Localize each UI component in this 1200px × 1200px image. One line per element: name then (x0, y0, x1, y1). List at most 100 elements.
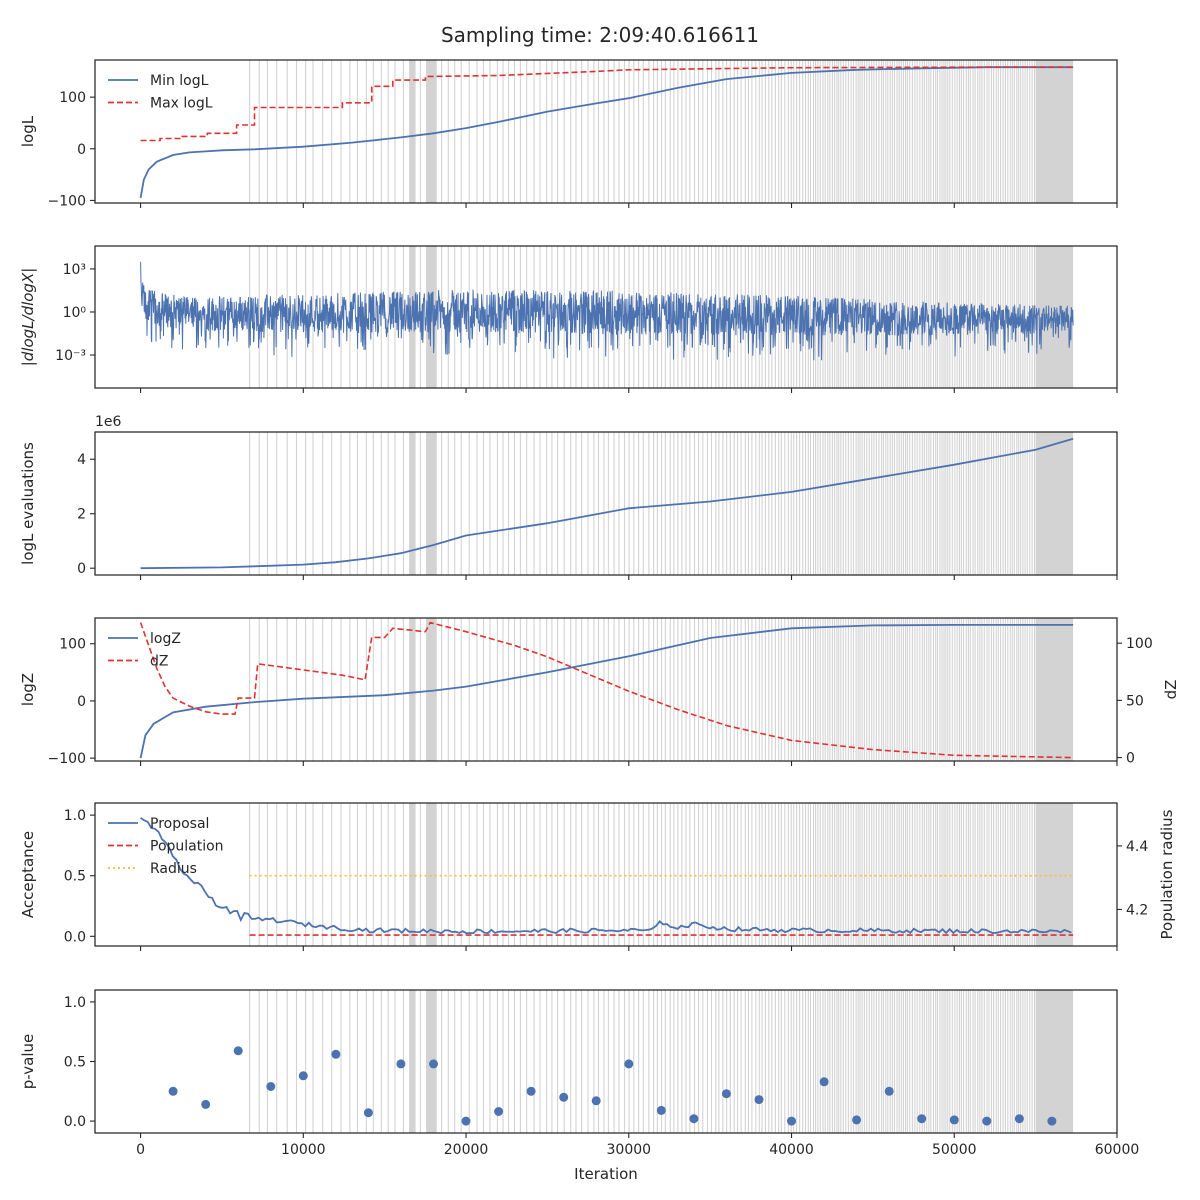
iteration-shading (249, 60, 1074, 203)
plot-area (139, 621, 1074, 759)
y2-tick-label: 4.4 (1126, 839, 1148, 855)
y-axis-label: p-value (19, 1034, 37, 1090)
scatter-point (396, 1059, 406, 1069)
panel-acceptance: 0.0 0.5 1.0 4.2 4.4 Acceptance Population radi… (19, 802, 1176, 951)
scatter-point (363, 1108, 373, 1118)
y-axis-label: Acceptance (19, 831, 37, 918)
y-tick-label: 100 (59, 637, 86, 653)
iteration-shading (249, 990, 1074, 1133)
shading-band (426, 432, 437, 575)
x-tick-label: 60000 (1095, 1142, 1140, 1158)
shading-band (409, 618, 416, 761)
y2-tick-label: 50 (1126, 693, 1144, 709)
x-axis-label: Iteration (574, 1165, 638, 1183)
y-tick-label: 0 (77, 561, 86, 577)
panel-frame (94, 431, 1118, 576)
y2-tick-label: 100 (1126, 636, 1153, 652)
x-tick-label: 30000 (607, 1142, 652, 1158)
y-axis-label: |dlogL/dlogX| (19, 268, 37, 367)
scatter-point (656, 1105, 666, 1115)
legend: Proposal Population Radius (108, 816, 224, 877)
y-tick-label: 100 (59, 90, 86, 106)
scatter-point (852, 1115, 862, 1125)
panel-pvalue: 0 10000 20000 30000 40000 50000 60000 0.0 0.5 1.0… (19, 989, 1140, 1183)
scatter-point (233, 1046, 243, 1056)
shading-band (426, 60, 437, 203)
panel-frame (94, 617, 1118, 762)
y-tick-label: 0.0 (64, 929, 86, 945)
y-tick-label: −100 (48, 751, 86, 767)
y-tick-label: 10⁻³ (55, 348, 86, 364)
y-offset-label: 1e6 (95, 414, 122, 430)
x-tick-label: 50000 (932, 1142, 977, 1158)
legend-label: Population (150, 839, 224, 855)
shading-band (409, 60, 416, 203)
shading-band (409, 432, 416, 575)
y-tick-label: 10³ (63, 262, 86, 278)
plot-area (140, 817, 1074, 936)
scatter-point (494, 1107, 504, 1116)
legend: Min logL Max logL (108, 73, 213, 112)
iteration-shading (249, 432, 1074, 575)
scatter-point (949, 1115, 959, 1125)
series-logz (139, 624, 1074, 759)
y-tick-label: 4 (77, 452, 86, 468)
scatter-point (884, 1086, 894, 1096)
scatter-point (917, 1114, 927, 1124)
y-tick-label: −100 (48, 193, 86, 209)
x-tick-label: 20000 (444, 1142, 489, 1158)
shading-band (1035, 432, 1074, 575)
legend-label: dZ (150, 654, 168, 670)
scatter-point (331, 1049, 341, 1059)
scatter-point (624, 1059, 634, 1069)
scatter-point (689, 1114, 699, 1124)
panel-frame (94, 802, 1118, 947)
y-tick-label: 10⁰ (63, 305, 87, 321)
y-tick-label: 0 (77, 142, 86, 158)
y-tick-label: 1.0 (64, 995, 86, 1011)
y-axis-label: logZ (19, 673, 37, 706)
legend-label: Min logL (150, 73, 209, 89)
y-axis-label: logL (19, 115, 37, 147)
panel-evals: 0 2 4 1e6 logL evaluations (19, 414, 1118, 580)
scatter-point (787, 1116, 796, 1126)
scatter-point (429, 1059, 438, 1069)
plot-area (140, 437, 1074, 570)
scatter-point (982, 1116, 992, 1126)
scatter-point (1047, 1116, 1057, 1126)
y-tick-label: 0.0 (64, 1114, 86, 1130)
y-tick-label: 1.0 (64, 808, 86, 824)
x-tick-label: 40000 (769, 1142, 814, 1158)
scatter-point (298, 1071, 308, 1081)
series-dlogl-0 (140, 261, 1074, 361)
y-tick-label: 0 (77, 694, 86, 710)
iteration-shading (249, 803, 1074, 946)
y2-tick-label: 0 (1126, 751, 1135, 767)
y-tick-label: 0.5 (64, 869, 86, 885)
plot-area (140, 261, 1074, 361)
panel-frame (94, 245, 1118, 389)
series-proposal (140, 817, 1072, 935)
scatter-point (201, 1099, 211, 1109)
series-evals-0 (140, 437, 1074, 570)
y2-axis-label: dZ (1162, 680, 1180, 700)
chart-panels: −100 0 100 logL Min logL Max logL 10⁻³ 10⁰ 10³ |d… (19, 59, 1180, 1183)
shading-band (426, 618, 437, 761)
scatter-point (1014, 1114, 1024, 1124)
panel-frame (94, 59, 1118, 204)
shading-band (409, 990, 416, 1133)
legend-label: Max logL (150, 96, 213, 112)
figure-title: Sampling time: 2:09:40.616611 (441, 23, 759, 47)
scatter-point (559, 1092, 569, 1102)
scatter-point (819, 1077, 829, 1087)
shading-band (1035, 618, 1074, 761)
shading-band (1035, 990, 1074, 1133)
iteration-shading (249, 618, 1074, 761)
scatter-point (168, 1086, 178, 1096)
shading-band (1035, 60, 1074, 203)
y-axis-label: logL evaluations (19, 442, 37, 565)
panel-logz: −100 0 100 0 50 100 logZ dZ logZ dZ (19, 617, 1180, 767)
legend: logZ dZ (108, 631, 181, 670)
series-dz (139, 621, 1074, 759)
series-min-logl (139, 66, 1074, 198)
